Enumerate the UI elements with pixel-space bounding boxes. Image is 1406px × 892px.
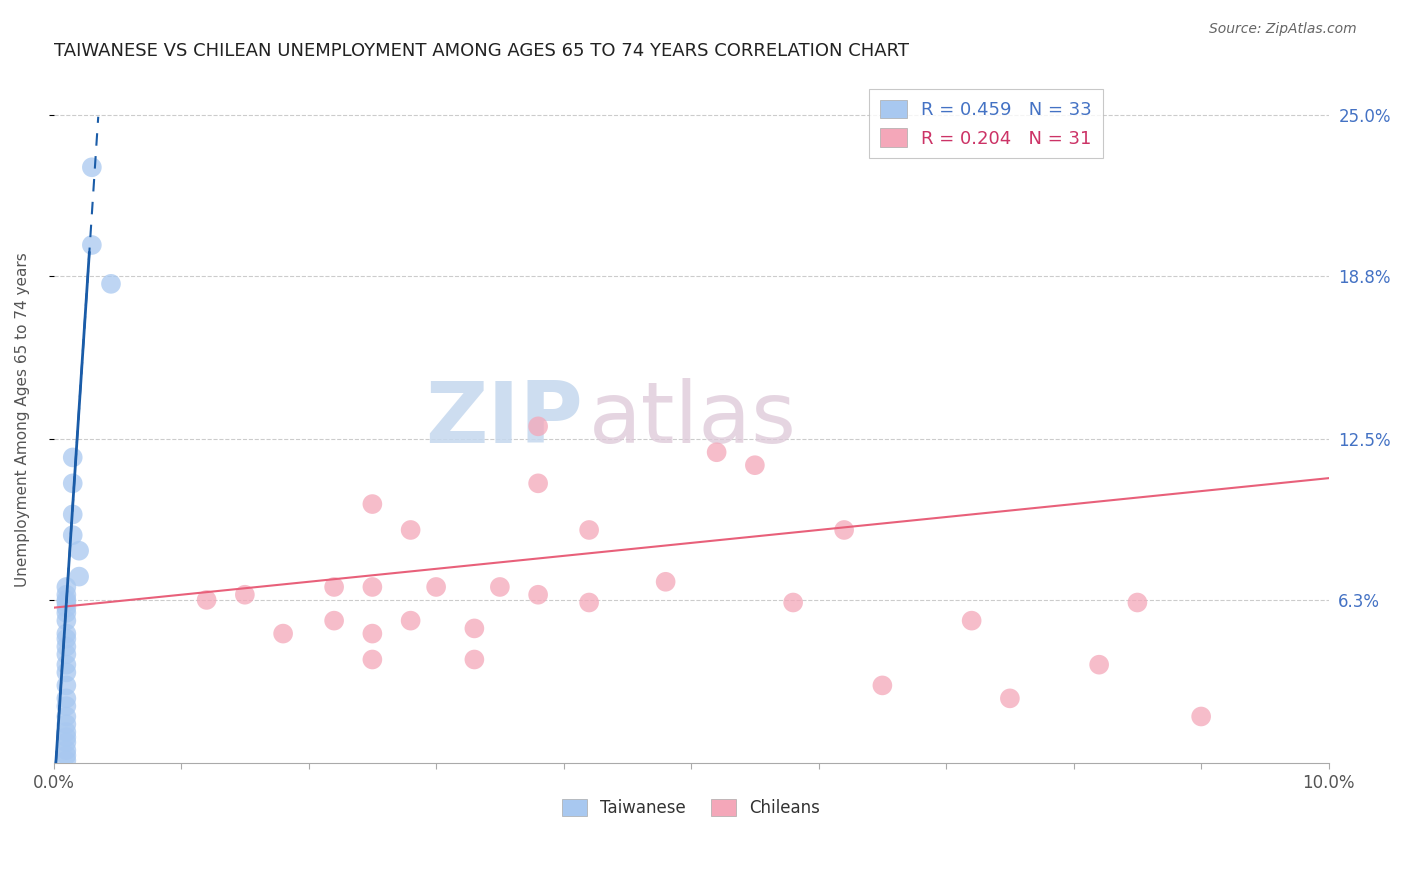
Point — [960, 614, 983, 628]
Point — [55, 626, 77, 640]
Point — [55, 648, 77, 662]
Point — [361, 580, 384, 594]
Point — [654, 574, 676, 589]
Point — [527, 419, 550, 434]
Point — [55, 580, 77, 594]
Point — [55, 735, 77, 749]
Point — [55, 588, 77, 602]
Point — [527, 476, 550, 491]
Point — [55, 665, 77, 680]
Point — [399, 523, 422, 537]
Point — [100, 277, 122, 291]
Point — [62, 476, 84, 491]
Legend: Taiwanese, Chileans: Taiwanese, Chileans — [555, 792, 827, 823]
Point — [62, 528, 84, 542]
Point — [1189, 709, 1212, 723]
Point — [67, 543, 90, 558]
Point — [55, 595, 77, 609]
Point — [361, 497, 384, 511]
Point — [1126, 595, 1149, 609]
Point — [55, 657, 77, 672]
Point — [62, 508, 84, 522]
Point — [361, 652, 384, 666]
Point — [323, 580, 346, 594]
Point — [233, 588, 256, 602]
Point — [463, 652, 485, 666]
Point — [578, 595, 600, 609]
Point — [55, 600, 77, 615]
Text: ZIP: ZIP — [425, 378, 582, 461]
Point — [323, 614, 346, 628]
Point — [361, 626, 384, 640]
Point — [578, 523, 600, 537]
Point — [55, 709, 77, 723]
Point — [55, 606, 77, 620]
Point — [67, 569, 90, 583]
Point — [55, 717, 77, 731]
Point — [489, 580, 512, 594]
Point — [55, 593, 77, 607]
Point — [55, 748, 77, 763]
Point — [782, 595, 804, 609]
Point — [55, 725, 77, 739]
Point — [1088, 657, 1111, 672]
Y-axis label: Unemployment Among Ages 65 to 74 years: Unemployment Among Ages 65 to 74 years — [15, 252, 30, 587]
Point — [55, 730, 77, 744]
Point — [425, 580, 447, 594]
Text: Source: ZipAtlas.com: Source: ZipAtlas.com — [1209, 22, 1357, 37]
Point — [706, 445, 728, 459]
Point — [399, 614, 422, 628]
Point — [55, 678, 77, 692]
Point — [55, 614, 77, 628]
Point — [80, 238, 103, 252]
Point — [55, 699, 77, 714]
Point — [55, 691, 77, 706]
Text: atlas: atlas — [589, 378, 797, 461]
Point — [80, 161, 103, 175]
Point — [195, 593, 218, 607]
Point — [55, 632, 77, 646]
Point — [463, 621, 485, 635]
Point — [832, 523, 855, 537]
Point — [55, 743, 77, 757]
Point — [527, 588, 550, 602]
Point — [62, 450, 84, 465]
Point — [744, 458, 766, 473]
Point — [872, 678, 894, 692]
Point — [998, 691, 1021, 706]
Point — [55, 640, 77, 654]
Point — [55, 754, 77, 768]
Text: TAIWANESE VS CHILEAN UNEMPLOYMENT AMONG AGES 65 TO 74 YEARS CORRELATION CHART: TAIWANESE VS CHILEAN UNEMPLOYMENT AMONG … — [53, 42, 908, 60]
Point — [271, 626, 294, 640]
